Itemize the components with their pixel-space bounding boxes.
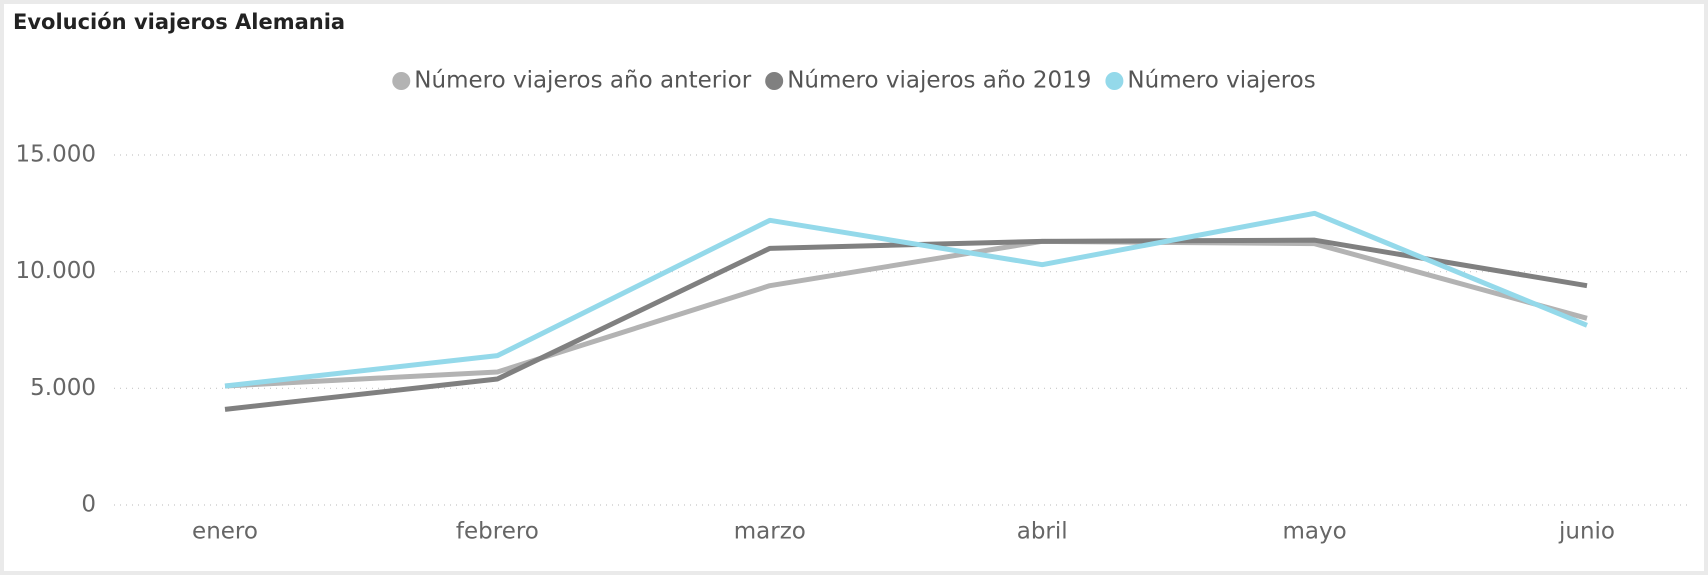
legend-marker xyxy=(392,72,411,90)
card xyxy=(4,4,1704,571)
x-tick-label: junio xyxy=(1558,519,1615,545)
y-tick-label: 10.000 xyxy=(16,258,96,284)
legend-marker xyxy=(1105,72,1124,90)
x-tick-label: mayo xyxy=(1283,519,1347,545)
legend-label: Número viajeros año anterior xyxy=(414,68,751,94)
chart-title: Evolución viajeros Alemania xyxy=(13,10,345,34)
legend-label: Número viajeros xyxy=(1127,68,1315,94)
series-line xyxy=(224,210,1588,389)
x-tick-label: abril xyxy=(1017,519,1068,545)
legend: Número viajeros año anterior Número viaje… xyxy=(392,68,1316,94)
x-tick-label: marzo xyxy=(734,519,806,545)
x-tick-label: enero xyxy=(192,519,258,545)
legend-marker xyxy=(765,72,784,90)
series-line xyxy=(224,238,1588,389)
legend-label: Número viajeros año 2019 xyxy=(787,68,1091,94)
y-tick-label: 15.000 xyxy=(16,142,96,168)
y-tick-label: 5.000 xyxy=(30,375,96,401)
x-tick-label: febrero xyxy=(456,519,539,545)
y-tick-label: 0 xyxy=(81,492,96,518)
